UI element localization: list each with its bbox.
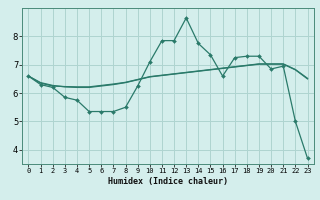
X-axis label: Humidex (Indice chaleur): Humidex (Indice chaleur) [108, 177, 228, 186]
